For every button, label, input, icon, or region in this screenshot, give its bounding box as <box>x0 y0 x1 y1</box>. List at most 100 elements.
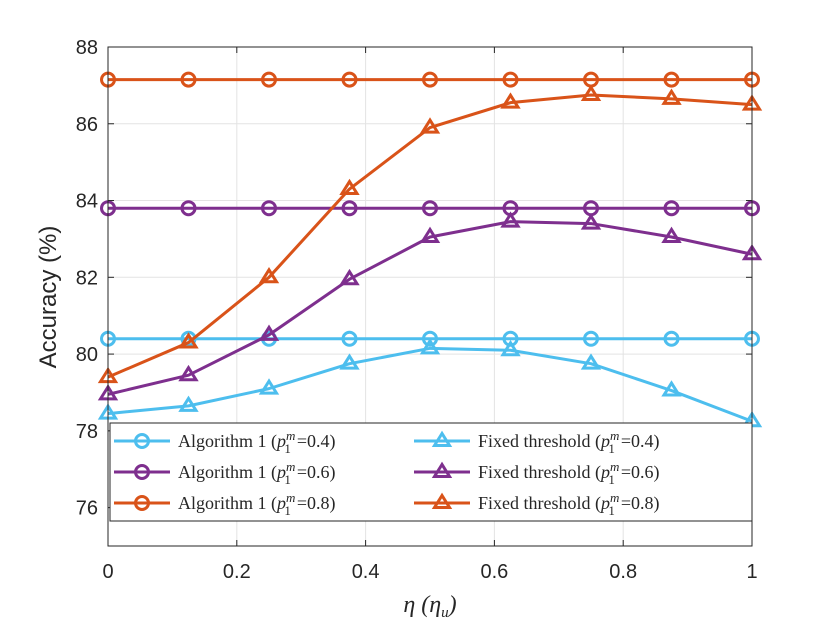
data-point <box>500 92 521 109</box>
y-tick-label: 86 <box>76 114 98 136</box>
legend-label-prefix: Fixed threshold ( <box>478 462 601 483</box>
data-point <box>502 71 519 88</box>
legend-label-value: =0.8) <box>621 493 660 514</box>
legend-label-prefix: Fixed threshold ( <box>478 431 601 452</box>
data-point <box>339 178 360 196</box>
legend-label-prefix: Algorithm 1 ( <box>178 462 277 483</box>
x-axis-label-eta-u: η <box>429 592 441 618</box>
legend-label-p: p <box>275 493 286 513</box>
plot-frame <box>107 46 753 547</box>
data-point <box>663 71 680 88</box>
data-point <box>258 378 280 395</box>
x-axis-label-subscript: u <box>441 605 449 621</box>
data-point <box>422 330 438 347</box>
legend-label-superscript: m <box>610 490 619 505</box>
series-layer <box>97 71 763 428</box>
y-tick-label: 88 <box>76 37 98 59</box>
data-point <box>178 332 199 349</box>
legend-label: Algorithm 1 (pm 1 =0.4) <box>178 428 336 456</box>
x-tick-label: 0 <box>102 561 113 583</box>
data-point <box>341 200 358 217</box>
legend-swatch-marker <box>134 464 150 480</box>
data-point <box>339 268 360 286</box>
legend-label-p: p <box>275 462 286 482</box>
data-point <box>178 364 199 382</box>
legend-label-subscript: 1 <box>284 503 291 518</box>
ticks: 0 0.2 0.4 0.6 0.8 1 76 78 80 82 84 86 88 <box>76 37 758 583</box>
data-point <box>661 380 682 397</box>
data-point <box>261 71 277 88</box>
legend-swatch-marker <box>134 433 150 449</box>
y-tick-label: 84 <box>76 191 98 213</box>
y-tick-label: 82 <box>76 267 98 289</box>
data-point <box>258 266 280 284</box>
series-line <box>107 220 753 396</box>
data-point <box>500 339 521 357</box>
data-point <box>419 337 441 355</box>
data-point <box>583 330 599 347</box>
y-axis-label: Accuracy (%) <box>35 226 62 369</box>
data-point <box>258 324 280 341</box>
legend-label-subscript: 1 <box>608 472 615 487</box>
legend-label: Algorithm 1 (pm 1 =0.6) <box>178 459 336 487</box>
y-tick-label: 78 <box>76 421 98 443</box>
data-point <box>580 84 602 101</box>
data-point <box>661 88 682 105</box>
legend-label: Fixed threshold (pm 1 =0.6) <box>478 459 660 487</box>
legend-label-subscript: 1 <box>608 441 615 456</box>
data-point <box>580 353 602 370</box>
data-point <box>341 330 358 347</box>
legend-swatch-marker <box>431 492 453 509</box>
data-point <box>663 330 680 347</box>
legend-label-superscript: m <box>610 459 619 474</box>
legend-label-prefix: Algorithm 1 ( <box>178 493 277 514</box>
x-tick-label: 0.8 <box>609 561 637 583</box>
data-point <box>261 200 277 217</box>
data-point <box>580 213 602 230</box>
legend-label-superscript: m <box>286 459 295 474</box>
x-tick-label: 0.2 <box>223 561 251 583</box>
data-point <box>178 395 199 412</box>
legend-entry-algorithm-1-p1m-0-6: Algorithm 1 (pm 1 =0.6) <box>114 459 336 487</box>
legend-items: Algorithm 1 (pm 1 =0.4)Algorithm 1 (pm 1 =0.… <box>114 428 660 518</box>
legend-label-p: p <box>599 462 610 482</box>
y-tick-label: 76 <box>76 498 98 520</box>
legend-label-p: p <box>599 431 610 451</box>
data-point <box>422 200 438 217</box>
legend-label-subscript: 1 <box>608 503 615 518</box>
series-line <box>107 93 753 379</box>
legend-label-prefix: Fixed threshold ( <box>478 493 601 514</box>
legend-label-p: p <box>599 493 610 513</box>
data-point <box>419 117 441 134</box>
legend-label-subscript: 1 <box>284 472 291 487</box>
legend-label-value: =0.6) <box>621 462 660 483</box>
legend-label-superscript: m <box>610 428 619 443</box>
legend-label-value: =0.6) <box>297 462 336 483</box>
legend-label-p: p <box>275 431 286 451</box>
data-point <box>500 211 521 228</box>
legend-box <box>109 422 753 522</box>
legend-entry-fixed-threshold-p1m-0-4: Fixed threshold (pm 1 =0.4) <box>414 428 660 456</box>
data-point <box>341 71 358 88</box>
y-tick-label: 80 <box>76 344 98 366</box>
x-axis-label-eta: η <box>403 592 415 618</box>
data-point <box>419 226 441 244</box>
legend-label-value: =0.4) <box>621 431 660 452</box>
series-fixed-threshold-p1m-0-6 <box>97 211 763 401</box>
series-line <box>107 346 753 423</box>
x-tick-label: 0.4 <box>352 561 380 583</box>
legend-label-superscript: m <box>286 490 295 505</box>
legend-swatch-marker <box>431 430 453 447</box>
legend-entry-algorithm-1-p1m-0-4: Algorithm 1 (pm 1 =0.4) <box>114 428 336 456</box>
data-point <box>180 71 197 88</box>
data-point <box>422 71 438 88</box>
legend-entry-fixed-threshold-p1m-0-8: Fixed threshold (pm 1 =0.8) <box>414 490 660 518</box>
legend-label-subscript: 1 <box>284 441 291 456</box>
legend-label-value: =0.8) <box>297 493 336 514</box>
x-axis-label-close: ) <box>447 592 457 618</box>
legend-entry-fixed-threshold-p1m-0-6: Fixed threshold (pm 1 =0.6) <box>414 459 660 487</box>
legend-label: Algorithm 1 (pm 1 =0.8) <box>178 490 336 518</box>
x-tick-label: 0.6 <box>480 561 508 583</box>
legend-swatch-marker <box>431 461 453 478</box>
